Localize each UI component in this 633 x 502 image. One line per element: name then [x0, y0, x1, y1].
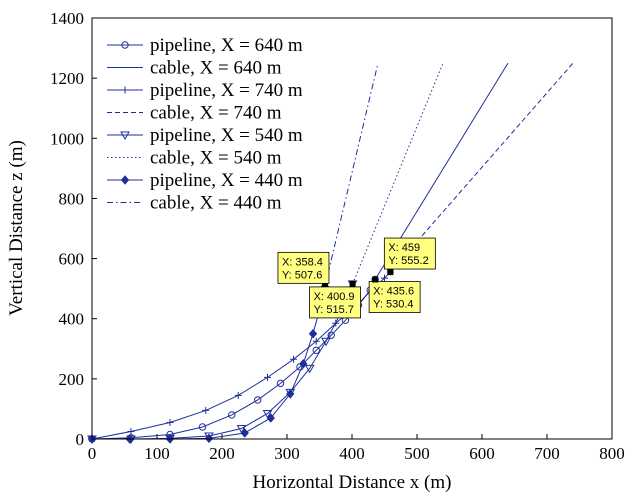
datatip-x-text: X: 358.4	[282, 256, 323, 268]
legend-item: pipeline, X = 540 m	[107, 125, 303, 146]
datatip-box	[277, 251, 330, 284]
legend-label: cable, X = 540 m	[150, 148, 282, 169]
data-point	[262, 409, 273, 419]
x-tick-label: 100	[144, 444, 170, 463]
legend-item: pipeline, X = 440 m	[107, 170, 303, 191]
x-tick-label: 800	[599, 444, 625, 463]
data-point	[127, 427, 135, 435]
datatip-y-text: Y: 530.4	[373, 299, 413, 311]
legend-label: cable, X = 440 m	[150, 193, 282, 214]
datatip-anchor	[321, 283, 328, 290]
datatip-box	[309, 286, 361, 319]
data-point	[198, 423, 207, 431]
legend-label: cable, X = 740 m	[150, 103, 282, 124]
data-point	[321, 337, 331, 347]
plot-area-frame	[91, 17, 613, 440]
data-point	[264, 373, 271, 381]
legend-item: pipeline, X = 740 m	[107, 80, 303, 101]
data-point	[276, 379, 285, 388]
x-tick-label: 500	[404, 444, 430, 463]
series-line	[389, 62, 574, 273]
data-point	[228, 411, 236, 419]
data-point	[312, 346, 320, 354]
x-tick-label: 400	[339, 444, 365, 463]
y-axis-label: Vertical Distance z (m)	[6, 140, 27, 316]
datatip: X: 358.4Y: 507.6	[277, 251, 330, 290]
y-tick-label: 0	[76, 430, 85, 449]
data-point	[304, 364, 315, 374]
legend-item: cable, X = 740 m	[107, 103, 282, 124]
datatip: X: 435.6Y: 530.4	[368, 276, 421, 313]
series-line	[324, 62, 379, 287]
data-point	[204, 433, 214, 444]
data-point	[290, 355, 297, 363]
datatip-box	[383, 237, 436, 270]
legend-item: pipeline, X = 640 m	[107, 35, 303, 56]
datatip-box	[368, 281, 421, 313]
x-tick-label: 300	[274, 444, 300, 463]
y-tick-label: 400	[59, 310, 85, 329]
y-tick-label: 200	[59, 370, 85, 389]
x-tick-label: 0	[88, 444, 97, 463]
data-point	[308, 328, 318, 339]
y-tick-label: 800	[59, 189, 85, 208]
data-point	[236, 424, 247, 434]
legend-item: cable, X = 440 m	[107, 193, 282, 214]
x-axis-label: Horizontal Distance x (m)	[253, 472, 452, 493]
datatip-x-text: X: 459	[388, 242, 420, 254]
legend-label: pipeline, X = 640 m	[150, 35, 303, 56]
data-point	[234, 391, 242, 399]
legend-item: cable, X = 540 m	[107, 148, 282, 169]
data-point	[381, 274, 388, 282]
data-point	[202, 406, 210, 414]
series-line	[92, 286, 326, 440]
data-point	[254, 396, 262, 404]
datatip-anchor	[372, 276, 379, 283]
datatip: X: 400.9Y: 515.7	[309, 280, 361, 319]
datatip-anchor	[349, 280, 356, 287]
y-tick-label: 1400	[50, 9, 84, 28]
datatip-y-text: Y: 507.6	[282, 269, 322, 281]
legend-marker	[120, 175, 130, 185]
datatip-y-text: Y: 515.7	[314, 304, 354, 316]
legend-label: cable, X = 640 m	[150, 58, 282, 79]
series-cable-x-440-m	[324, 62, 379, 287]
legend-marker	[120, 131, 130, 141]
data-point	[312, 337, 320, 345]
datatip-layer: X: 358.4Y: 507.6X: 400.9Y: 515.7X: 435.6…	[277, 237, 436, 319]
series-cable-x-740-m	[389, 62, 574, 273]
data-point	[266, 413, 275, 423]
data-point	[240, 428, 249, 438]
series-pipeline-x-440-m	[87, 281, 330, 444]
legend-label: pipeline, X = 440 m	[150, 170, 303, 191]
legend-marker	[121, 41, 129, 49]
y-tick-label: 600	[59, 250, 85, 269]
legend-item: cable, X = 640 m	[107, 58, 282, 79]
y-tick-label: 1200	[50, 69, 84, 88]
x-tick-label: 700	[534, 444, 560, 463]
ticks-layer: 0 100 200 300 400 500 600 700 800 0 200 400 600 800 10…	[50, 9, 625, 463]
datatip-anchor	[387, 269, 394, 276]
x-tick-label: 600	[469, 444, 495, 463]
x-tick-label: 200	[209, 444, 235, 463]
datatip-x-text: X: 435.6	[373, 286, 414, 298]
data-point	[299, 359, 308, 369]
legend-label: pipeline, X = 740 m	[150, 80, 303, 101]
legend-marker	[121, 86, 129, 94]
data-point	[286, 389, 295, 399]
legend-label: pipeline, X = 540 m	[150, 125, 303, 146]
datatip-x-text: X: 400.9	[314, 291, 355, 303]
y-tick-label: 1000	[50, 129, 84, 148]
data-point	[166, 418, 174, 426]
datatip-y-text: Y: 555.2	[388, 255, 428, 267]
